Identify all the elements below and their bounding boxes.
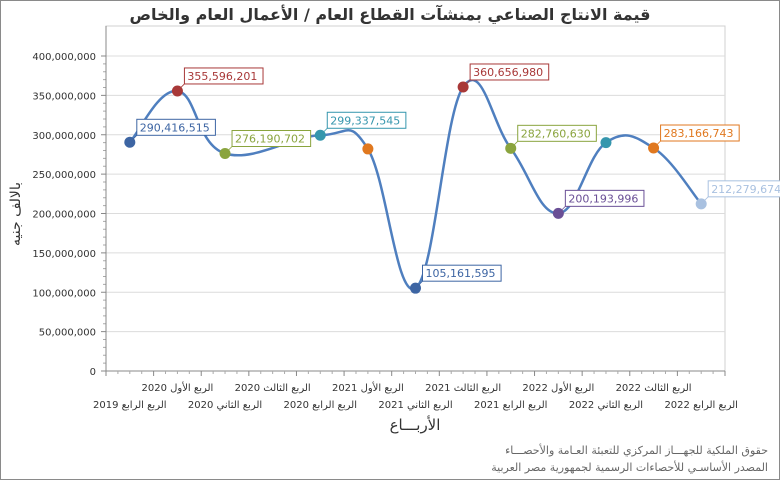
data-point [600,137,612,149]
footer-source-note: المصدر الأساسـي للأحصاءات الرسمية لجمهور… [491,461,768,474]
footer-copyright: حقوق الملكية للجهـــاز المركزي للتعبئة ا… [505,444,768,457]
data-label: 290,416,515 [140,121,210,134]
data-point [362,143,374,155]
data-label-box [183,67,264,85]
series-line [128,78,703,291]
y-tick-label: 200,000,000 [32,210,96,221]
data-label-leader [655,140,661,147]
data-label-leader [702,196,709,203]
data-label-leader [464,79,471,86]
y-tick-label: 400,000,000 [32,52,96,63]
data-label: 276,190,702 [235,132,305,145]
data-label-box [660,124,740,142]
data-points [124,81,707,294]
x-tick-label: الربع الرابع 2019 [93,400,167,411]
data-label: 282,760,630 [521,127,591,140]
x-axis-title: الأربـــاع [390,415,441,434]
data-label-leader [512,141,519,147]
data-label-box [422,264,502,282]
y-tick-label: 300,000,000 [32,131,96,142]
axes: 0 50,000,000 100,000,000 150,000,000 200,000… [32,26,738,411]
data-label-leader [179,83,185,90]
data-label: 360,656,980 [473,66,543,79]
data-label-leader [560,206,566,212]
x-tick-label: الربع الأول 2022 [522,381,594,394]
data-label: 299,337,545 [330,114,400,127]
data-label: 355,596,201 [187,70,257,83]
data-label: 212,279,674 [711,183,780,196]
data-label-box [326,111,407,129]
data-label-box [707,180,780,198]
data-label-box [517,124,597,142]
x-tick-label: الربع الثاني 2020 [188,400,262,411]
x-tick-label: الربع الرابع 2022 [664,400,738,411]
data-label-leader [131,135,138,141]
y-tick-label: 0 [90,367,96,378]
y-axis-title: بالالف جنيه [8,182,24,246]
data-label: 283,166,743 [664,127,734,140]
data-label-leader [417,280,423,287]
y-tick-label: 100,000,000 [32,288,96,299]
x-tick-label: الربع الثالث 2020 [235,383,311,394]
y-tick-label: 350,000,000 [32,91,96,102]
data-label: 105,161,595 [426,267,496,280]
data-label-box [231,129,312,147]
data-label-leader [226,146,233,152]
x-tick-label: الربع الثالث 2021 [425,383,501,394]
data-label-box [564,189,645,207]
data-label-leader [321,127,328,134]
data-label-box [136,118,216,136]
y-tick-label: 150,000,000 [32,249,96,260]
data-label: 200,193,996 [568,192,638,205]
data-labels: 290,416,515 355,596,201 276,190,702 299,337… [131,63,780,287]
x-tick-label: الربع الرابع 2021 [474,400,548,411]
x-tick-label: الربع الأول 2020 [142,381,214,394]
x-tick-label: الربع الثالث 2022 [616,383,692,394]
x-tick-label: الربع الرابع 2020 [284,400,358,411]
x-tick-label: الربع الثاني 2021 [378,400,452,411]
footer-source: حقوق الملكية للجهـــاز المركزي للتعبئة ا… [491,442,768,476]
y-tick-label: 250,000,000 [32,170,96,181]
y-tick-label: 50,000,000 [39,328,96,339]
x-tick-label: الربع الأول 2021 [332,381,404,394]
chart-title: قيمة الانتاج الصناعي بمنشآت القطاع العام… [129,5,651,24]
x-tick-label: الربع الثاني 2022 [569,400,643,411]
data-label-box [469,63,550,81]
